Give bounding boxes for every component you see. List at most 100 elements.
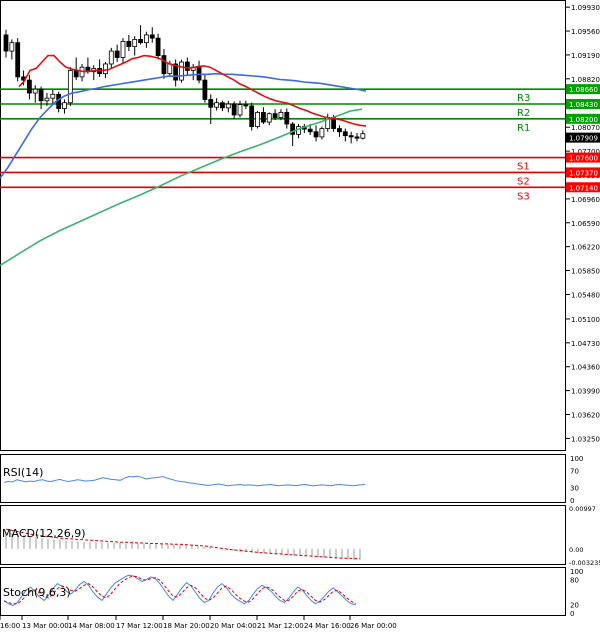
ma-slow-line	[0, 108, 363, 267]
candle-bear	[354, 136, 360, 139]
candle-bull	[62, 102, 67, 109]
candle-bear	[220, 102, 225, 109]
candle-bear	[231, 103, 237, 116]
candle-bear	[155, 37, 161, 56]
candle-bear	[208, 99, 214, 108]
rsi-tick-label: 0	[570, 497, 574, 505]
candle-bear	[114, 50, 120, 58]
rsi-tick-label: 70	[570, 468, 579, 476]
stoch-d-line	[3, 575, 356, 605]
candle-bear	[26, 79, 32, 94]
y-tick-label: 1.09560	[571, 28, 600, 36]
rsi-tick-label: 100	[570, 455, 583, 463]
price-tag-label: 1.07909	[569, 135, 598, 143]
candle-bear	[342, 131, 348, 137]
y-tick-label: 1.04730	[571, 340, 600, 348]
candle-bear	[313, 131, 319, 138]
candle-bull	[237, 104, 243, 116]
candle-bull	[32, 88, 38, 94]
y-tick-label: 1.05100	[571, 316, 600, 324]
y-tick-label: 1.09190	[571, 52, 600, 60]
candle-bear	[337, 128, 342, 133]
candle-bear	[272, 113, 278, 118]
level-label-s3: S3	[517, 191, 530, 202]
candle-bear	[15, 42, 21, 78]
candle-bear	[149, 34, 155, 39]
price-tag-box	[566, 132, 600, 143]
candle-bear	[307, 128, 313, 133]
stoch-k-line	[3, 574, 356, 606]
macd-panel-frame	[0, 505, 566, 565]
rsi-line	[3, 475, 366, 487]
macd-tick-label: 0.00	[569, 546, 583, 554]
y-tick-label: 1.03620	[571, 411, 600, 419]
stoch-tick-label: 80	[570, 576, 579, 584]
candle-bull	[278, 111, 284, 118]
price-tag-label: 1.07600	[569, 155, 598, 163]
candle-bull	[266, 113, 272, 123]
candle-bull	[143, 34, 149, 44]
level-label-s1: S1	[517, 162, 530, 173]
stoch-panel-frame	[0, 567, 566, 616]
candle-bear	[126, 40, 132, 47]
candle-bull	[67, 70, 73, 104]
price-tag-label: 1.07140	[569, 184, 598, 192]
x-tick-label: 21 Mar 12:00	[257, 622, 304, 630]
y-tick-label: 1.03990	[571, 388, 600, 396]
candle-bear	[290, 123, 296, 135]
candle-bear	[348, 135, 354, 138]
rsi-label: RSI(14)	[3, 466, 43, 479]
price-tag-box	[566, 152, 600, 163]
level-label-r1: R1	[517, 123, 530, 134]
candle-bear	[284, 111, 290, 125]
macd-label: MACD(12,26,9)	[2, 527, 86, 540]
candle-bull	[108, 50, 114, 65]
candle-bear	[173, 63, 179, 81]
price-tag-label: 1.08200	[569, 116, 598, 124]
x-tick-label: 24 Mar 16:00	[304, 622, 351, 630]
candle-bear	[3, 34, 9, 52]
macd-tick-label: 0.00997	[569, 505, 596, 513]
candle-bull	[103, 63, 108, 75]
candle-bear	[161, 55, 167, 75]
y-tick-label: 1.04360	[571, 364, 600, 372]
candle-bull	[44, 97, 50, 102]
candle-bull	[50, 93, 56, 99]
y-tick-label: 1.06590	[571, 220, 600, 228]
candle-bull	[214, 102, 220, 108]
ma-mid-line	[0, 72, 367, 179]
candle-bear	[73, 70, 79, 78]
candle-bear	[202, 79, 208, 100]
candle-bull	[120, 40, 126, 58]
rsi-panel-frame	[0, 454, 566, 503]
price-tag-box	[566, 113, 600, 124]
price-tag-box	[566, 167, 600, 178]
candle-bear	[138, 39, 143, 44]
rsi-tick-label: 30	[570, 484, 579, 492]
candle-bear	[184, 61, 190, 71]
candle-bull	[255, 111, 260, 127]
y-tick-label: 1.05480	[571, 291, 600, 299]
price-tag-label: 1.07370	[569, 169, 598, 177]
candle-bull	[132, 39, 138, 47]
y-tick-label: 1.07700	[571, 148, 600, 156]
candle-bear	[38, 88, 44, 102]
candle-bull	[319, 128, 325, 138]
level-label-s2: S2	[517, 176, 530, 187]
stoch-tick-label: 20	[570, 602, 579, 610]
ma-fast-line	[18, 54, 367, 127]
x-tick-label: 13 Mar 00:00	[22, 622, 69, 630]
x-tick-label: 26 Mar 00:00	[350, 622, 397, 630]
price-tag-label: 1.08430	[569, 101, 598, 109]
main-panel-frame	[0, 0, 566, 451]
x-tick-label: 18 Mar 20:00	[163, 622, 210, 630]
level-label-r2: R2	[517, 108, 530, 119]
stoch-tick-label: 100	[570, 568, 583, 576]
stoch-tick-label: 0	[570, 610, 574, 618]
macd-signal-line	[5, 528, 360, 560]
price-tag-box	[566, 84, 600, 95]
candle-bear	[243, 104, 249, 107]
y-tick-label: 1.05850	[571, 268, 600, 276]
x-tick-label: 20 Mar 04:00	[210, 622, 257, 630]
